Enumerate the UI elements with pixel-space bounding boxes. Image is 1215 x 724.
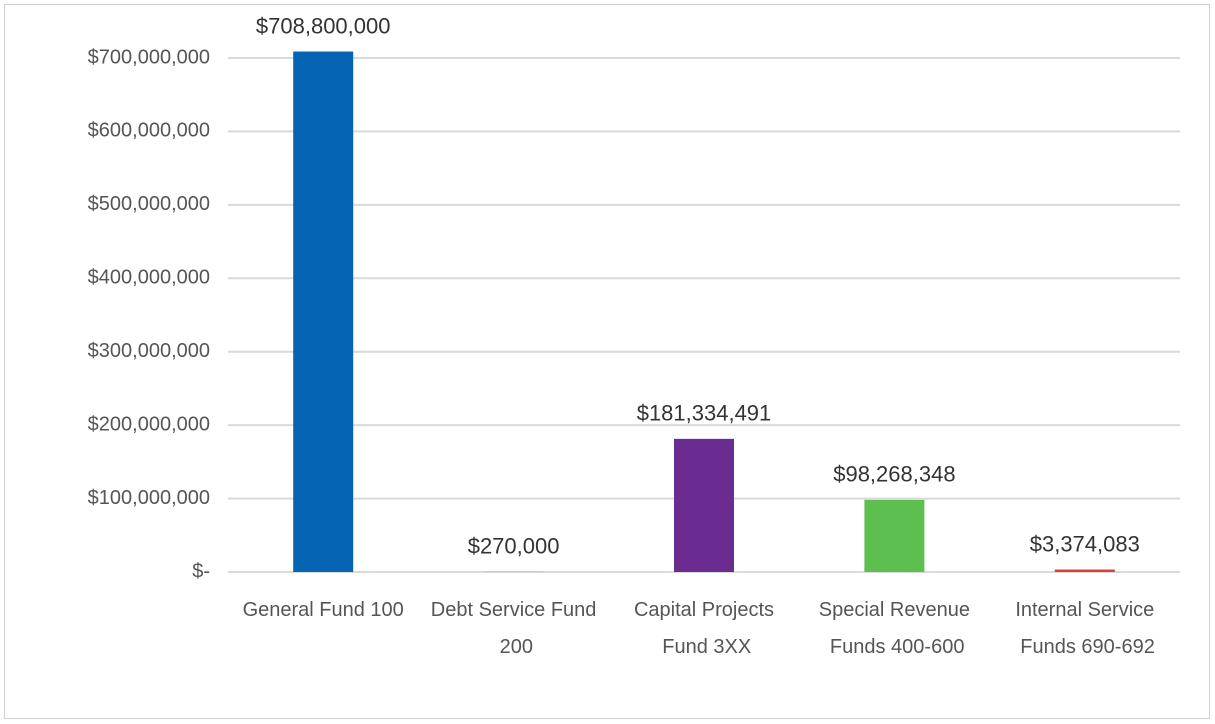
- x-tick-label: Special Revenue Funds 400-600: [819, 599, 970, 658]
- value-label: $270,000: [468, 534, 560, 559]
- y-tick-label: $400,000,000: [88, 267, 210, 289]
- bar: [864, 499, 925, 572]
- value-label: $708,800,000: [256, 13, 391, 38]
- value-label: $98,268,348: [833, 462, 955, 487]
- x-tick-label: General Fund 100: [243, 599, 404, 621]
- x-tick-label: Capital Projects Fund 3XX: [634, 599, 774, 658]
- x-tick-label: Internal Service Funds 690-692: [1015, 599, 1155, 658]
- bar: [1054, 569, 1115, 572]
- bar: [293, 51, 354, 573]
- y-tick-label: $700,000,000: [88, 46, 210, 68]
- y-tick-label: $-: [192, 560, 210, 582]
- y-tick-label: $300,000,000: [88, 340, 210, 362]
- y-tick-label: $600,000,000: [88, 120, 210, 142]
- chart-border: [4, 4, 1210, 719]
- y-tick-label: $200,000,000: [88, 413, 210, 435]
- x-tick-label: Debt Service Fund 200: [431, 599, 597, 658]
- value-label: $3,374,083: [1030, 531, 1140, 556]
- y-tick-label: $100,000,000: [88, 487, 210, 509]
- value-label: $181,334,491: [637, 401, 772, 426]
- bar: [674, 438, 734, 572]
- y-tick-label: $500,000,000: [88, 193, 210, 215]
